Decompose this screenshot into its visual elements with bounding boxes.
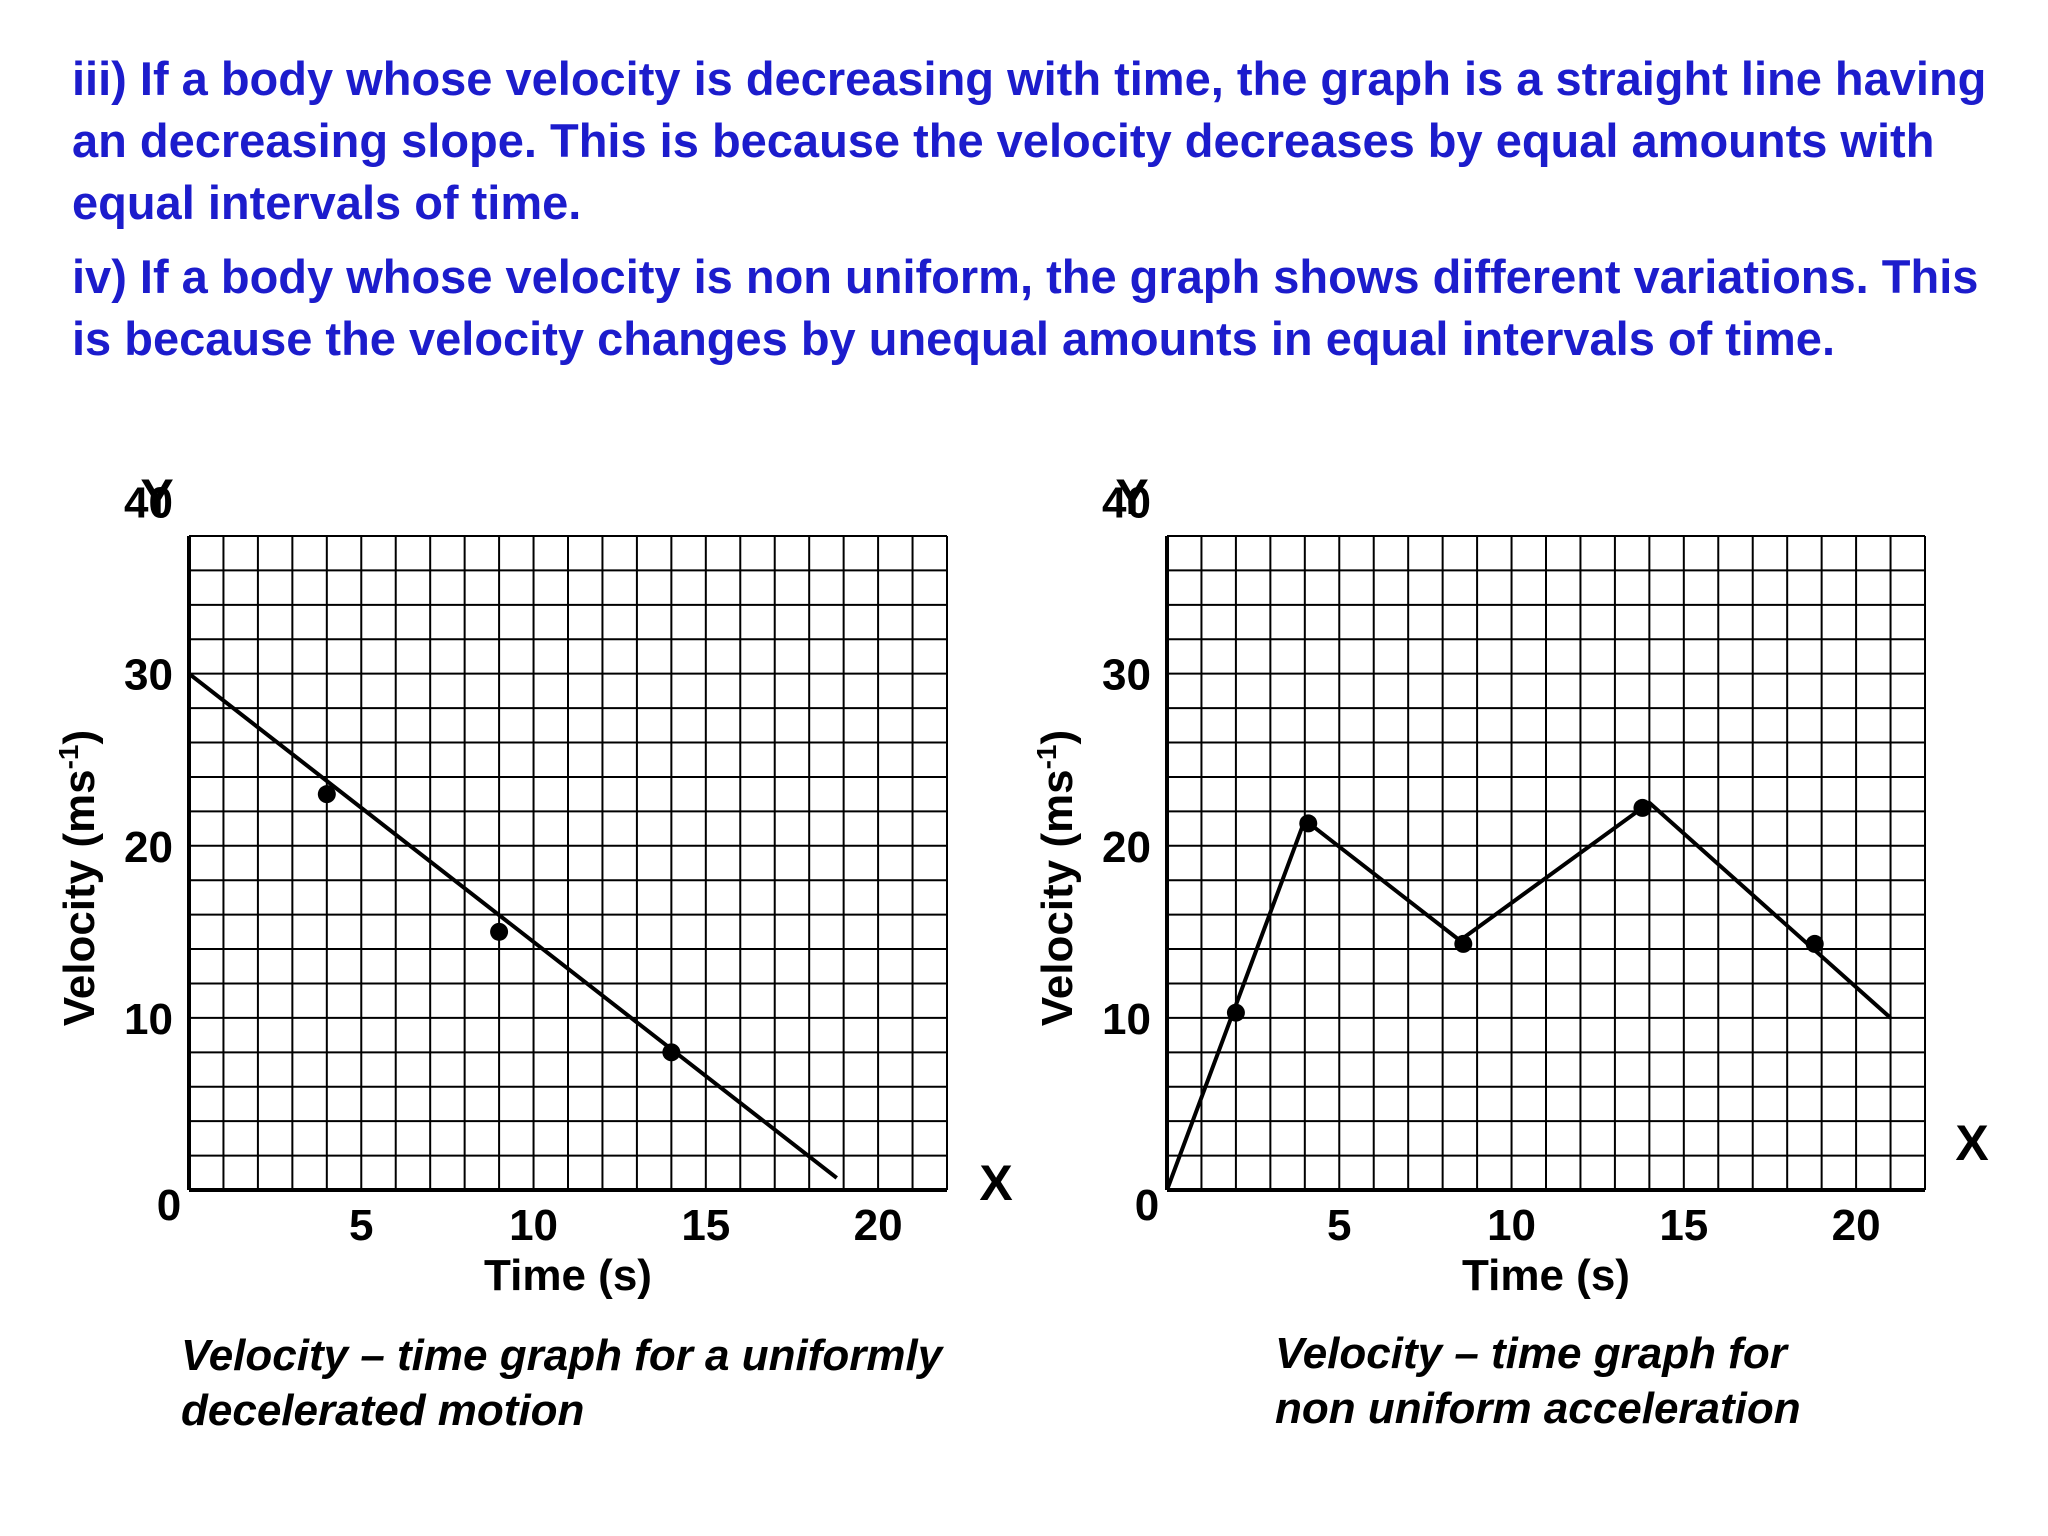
series-line-velocity <box>187 672 838 1180</box>
y-axis-letter: Y <box>140 469 173 525</box>
chart-caption-line: non uniform acceleration <box>1275 1384 1801 1433</box>
y-axis-title-close: ) <box>55 730 104 745</box>
series-line-velocity <box>1165 800 1892 1191</box>
y-tick-label: 40 <box>1102 479 1151 528</box>
x-axis-letter: X <box>1955 1115 1988 1171</box>
y-tick-label: 10 <box>124 995 173 1044</box>
y-tick-label: 30 <box>1102 651 1151 700</box>
y-axis-letter: Y <box>1115 469 1148 525</box>
x-tick-label: 10 <box>509 1201 558 1250</box>
origin-label: 0 <box>1135 1181 1159 1230</box>
y-axis-title-sup: -1 <box>53 744 84 769</box>
y-tick-label: 10 <box>1102 995 1151 1044</box>
x-tick-label: 10 <box>1487 1201 1536 1250</box>
chart-caption-line: decelerated motion <box>181 1386 584 1435</box>
chart-caption-line: Velocity – time graph for <box>1275 1329 1790 1378</box>
paragraph-iv: iv) If a body whose velocity is non unif… <box>72 250 1979 365</box>
data-point <box>1454 934 1473 953</box>
x-axis-title: Time (s) <box>1462 1251 1630 1300</box>
y-axis-title-sup: -1 <box>1031 744 1062 769</box>
data-point <box>1633 798 1652 817</box>
y-tick-label: 20 <box>124 823 173 872</box>
x-tick-label: 15 <box>681 1201 730 1250</box>
x-axis-letter: X <box>979 1155 1012 1211</box>
x-axis-title: Time (s) <box>484 1251 652 1300</box>
y-axis-title: Velocity (ms-1) <box>1031 730 1082 1026</box>
data-point <box>1226 1003 1245 1022</box>
chart-uniform-deceleration: Y X 10 20 30 40 5 10 15 20 0 Time (s) Velocity (ms-1… <box>53 469 1013 1435</box>
y-axis-title: Velocity (ms-1) <box>53 730 104 1026</box>
data-point <box>1805 934 1824 953</box>
y-tick-label: 40 <box>124 479 173 528</box>
data-point <box>317 785 336 804</box>
x-tick-label: 5 <box>349 1201 373 1250</box>
grid <box>188 535 948 1191</box>
y-axis-title-main: Velocity (ms <box>55 769 104 1026</box>
x-tick-label: 20 <box>854 1201 903 1250</box>
origin-label: 0 <box>157 1181 181 1230</box>
y-axis-title-main: Velocity (ms <box>1033 769 1082 1026</box>
data-point <box>662 1043 681 1062</box>
y-tick-label: 30 <box>124 651 173 700</box>
x-tick-label: 5 <box>1327 1201 1351 1250</box>
data-point <box>1299 814 1318 833</box>
grid <box>1166 535 1926 1191</box>
y-tick-label: 20 <box>1102 823 1151 872</box>
chart-caption-line: Velocity – time graph for a uniformly <box>181 1331 945 1380</box>
data-point <box>490 922 509 941</box>
x-tick-label: 20 <box>1832 1201 1881 1250</box>
y-axis-title-close: ) <box>1033 730 1082 745</box>
paragraph-iii: iii) If a body whose velocity is decreas… <box>72 52 1987 229</box>
chart-non-uniform-acceleration: Y X 10 20 30 40 5 10 15 20 0 Time (s) Velocity (ms-1… <box>1031 469 1989 1433</box>
x-tick-label: 15 <box>1659 1201 1708 1250</box>
